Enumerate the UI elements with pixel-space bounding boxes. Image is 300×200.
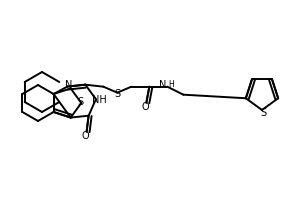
Text: S: S <box>260 108 266 118</box>
Text: N: N <box>159 80 166 90</box>
Text: O: O <box>142 102 149 112</box>
Text: H: H <box>168 80 174 89</box>
Text: S: S <box>114 89 120 99</box>
Text: N: N <box>65 80 72 90</box>
Text: NH: NH <box>92 95 106 105</box>
Text: O: O <box>82 131 89 141</box>
Text: S: S <box>77 97 83 107</box>
